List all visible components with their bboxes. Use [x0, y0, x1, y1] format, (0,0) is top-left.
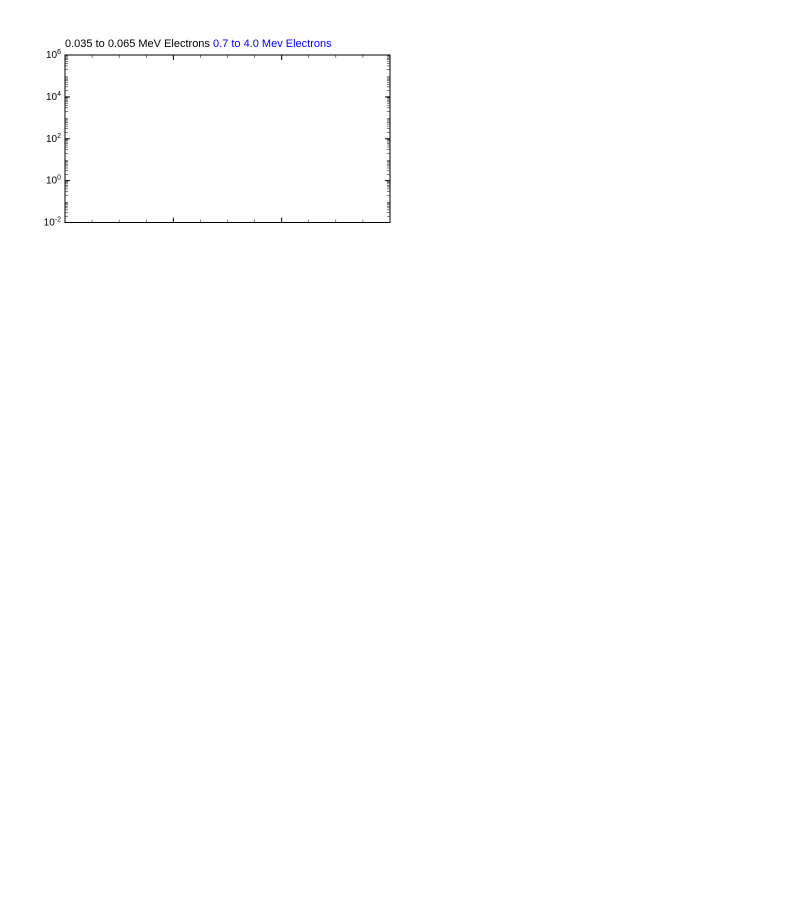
row-title: 0.035 to 0.065 MeV Electrons 0.7 to 4.0 … — [65, 38, 332, 50]
stereo-particle-flux-chart: 0.035 to 0.065 MeV Electrons 0.7 to 4.0 … — [0, 0, 800, 900]
